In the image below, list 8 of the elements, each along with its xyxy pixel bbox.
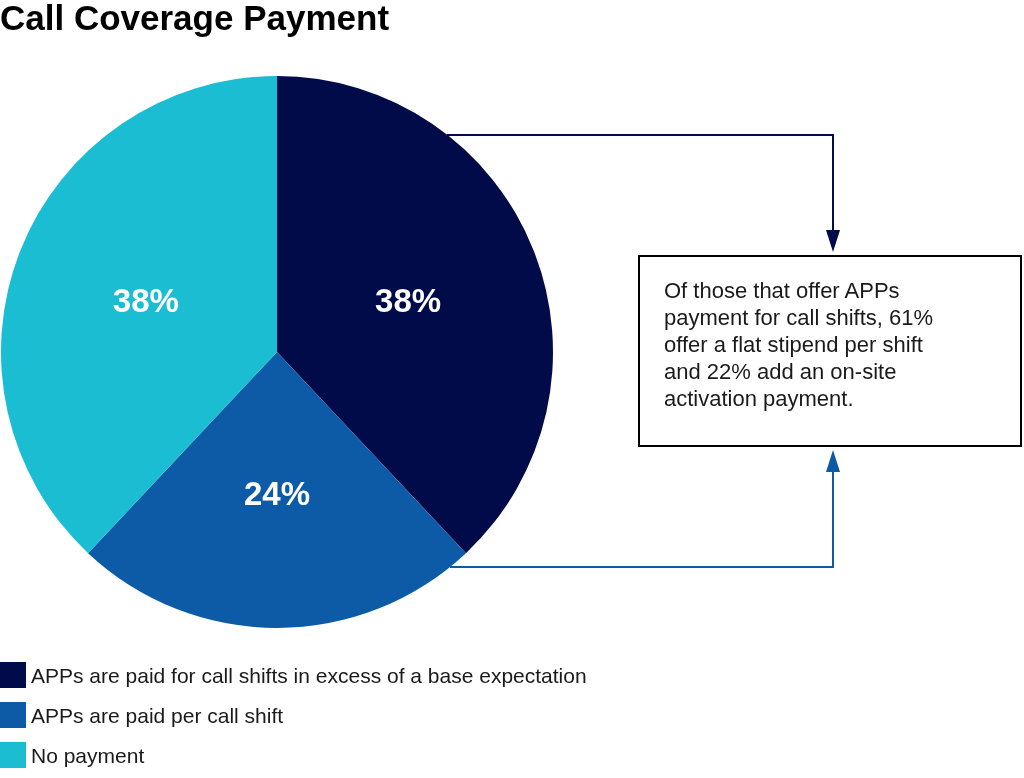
text: Of those that offer APPs payment for call shifts, 61% offer a flat stipend per shift and 22% add an on-site activation payment.: [638, 255, 1022, 447]
data-label: 24%: [243, 474, 311, 512]
legend-label: APPs are paid per call shift: [31, 703, 284, 727]
data-label: 38%: [112, 281, 179, 319]
legend-label: APPs are paid for call shifts in excess of a base expectation: [31, 663, 587, 687]
legend-label: No payment: [31, 743, 145, 767]
data-label: 38%: [375, 281, 442, 319]
chart-title: Call Coverage Payment: [0, 0, 390, 37]
